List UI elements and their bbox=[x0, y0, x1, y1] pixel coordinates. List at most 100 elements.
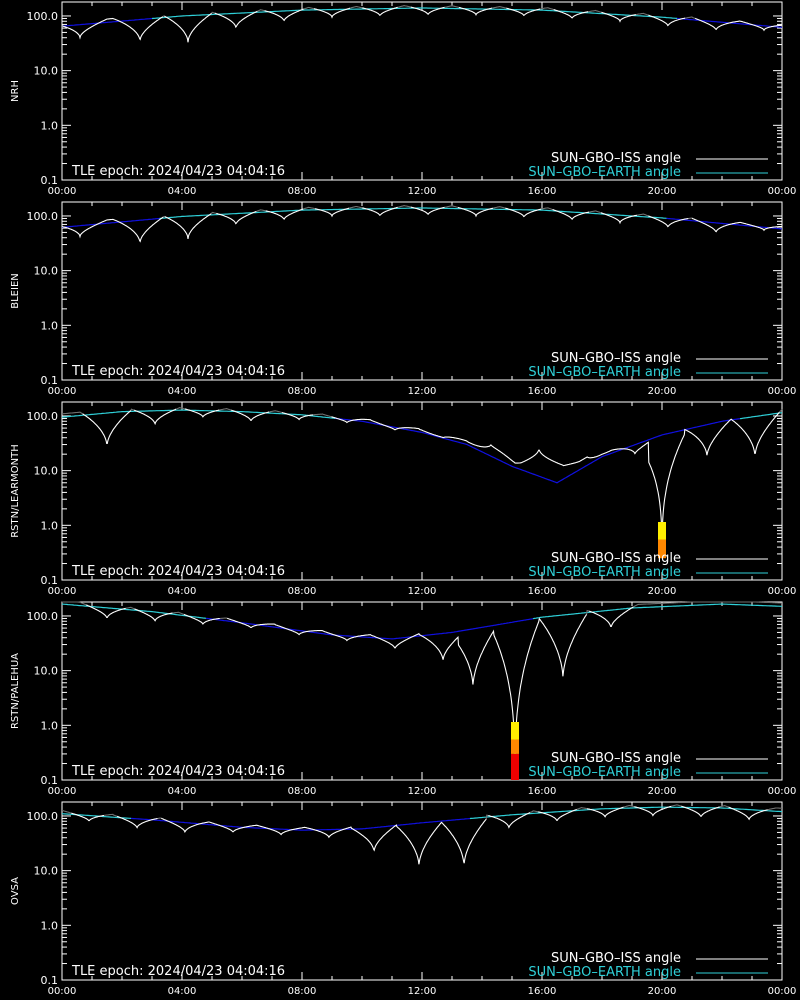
series-iss-angle bbox=[485, 814, 489, 820]
x-tick-label: 16:00 bbox=[528, 386, 557, 397]
x-tick-label: 12:00 bbox=[408, 186, 437, 197]
legend-earth-label: SUN–GBO–EARTH angle bbox=[528, 765, 681, 780]
x-tick-label: 00:00 bbox=[48, 986, 77, 997]
x-tick-label: 00:00 bbox=[48, 386, 77, 397]
series-iss-angle bbox=[82, 410, 132, 444]
series-iss-angle bbox=[576, 807, 588, 810]
x-tick-label: 12:00 bbox=[408, 786, 437, 797]
y-tick-label: 10.0 bbox=[34, 265, 59, 278]
series-iss-angle bbox=[633, 601, 782, 608]
tle-epoch-label: TLE epoch: 2024/04/23 04:04:16 bbox=[71, 364, 285, 379]
series-iss-angle bbox=[172, 611, 185, 615]
y-tick-label: 1.0 bbox=[41, 519, 59, 532]
series-iss-angle bbox=[133, 408, 177, 426]
series-iss-angle bbox=[161, 817, 487, 865]
y-tick-label: 100.0 bbox=[27, 10, 59, 23]
series-earth-angle bbox=[159, 207, 667, 220]
x-tick-label: 00:00 bbox=[768, 186, 797, 197]
series-iss-angle bbox=[728, 806, 768, 821]
x-tick-label: 04:00 bbox=[168, 786, 197, 797]
x-tick-label: 12:00 bbox=[408, 386, 437, 397]
series-iss-angle bbox=[116, 815, 158, 829]
x-tick-label: 20:00 bbox=[648, 986, 677, 997]
y-tick-label: 0.1 bbox=[41, 374, 59, 387]
series-iss-angle bbox=[587, 9, 602, 13]
x-tick-label: 00:00 bbox=[48, 586, 77, 597]
series-iss-angle bbox=[680, 805, 720, 817]
y-tick-label: 10.0 bbox=[34, 465, 59, 478]
series-earth-angle bbox=[61, 217, 160, 228]
series-iss-angle bbox=[410, 206, 445, 215]
x-tick-label: 12:00 bbox=[408, 986, 437, 997]
legend-earth-label: SUN–GBO–EARTH angle bbox=[528, 565, 681, 580]
x-tick-label: 00:00 bbox=[768, 986, 797, 997]
y-tick-label: 1.0 bbox=[41, 919, 59, 932]
y-axis-label: RSTN/LEARMONTH bbox=[10, 444, 21, 538]
x-tick-label: 08:00 bbox=[288, 386, 317, 397]
series-iss-angle bbox=[691, 217, 782, 233]
legend-iss-label: SUN–GBO–ISS angle bbox=[551, 751, 681, 766]
event-bar-red bbox=[511, 753, 519, 780]
series-iss-angle bbox=[491, 6, 507, 9]
series-iss-angle bbox=[648, 14, 686, 27]
series-iss-angle bbox=[648, 215, 689, 228]
series-iss-angle bbox=[492, 206, 506, 209]
x-tick-label: 20:00 bbox=[648, 186, 677, 197]
series-iss-angle bbox=[184, 408, 220, 418]
series-earth-angle bbox=[666, 217, 783, 230]
event-bar-orange bbox=[511, 739, 519, 754]
x-tick-label: 16:00 bbox=[528, 986, 557, 997]
series-earth-angle bbox=[151, 7, 678, 20]
series-iss-angle bbox=[162, 215, 166, 218]
series-iss-angle bbox=[694, 17, 783, 32]
series-iss-angle bbox=[589, 210, 602, 214]
series-iss-angle bbox=[553, 9, 589, 19]
y-tick-label: 100.0 bbox=[27, 810, 59, 823]
x-tick-label: 04:00 bbox=[168, 986, 197, 997]
series-iss-angle bbox=[162, 15, 165, 18]
x-tick-label: 00:00 bbox=[768, 586, 797, 597]
series-iss-angle bbox=[586, 609, 590, 615]
y-tick-label: 0.1 bbox=[41, 574, 59, 587]
series-iss-angle bbox=[397, 205, 411, 208]
series-iss-angle bbox=[125, 606, 135, 610]
y-tick-label: 100.0 bbox=[27, 210, 59, 223]
x-tick-label: 04:00 bbox=[168, 186, 197, 197]
y-tick-label: 10.0 bbox=[34, 665, 59, 678]
series-iss-angle bbox=[214, 10, 258, 29]
legend-earth-label: SUN–GBO–EARTH angle bbox=[528, 965, 681, 980]
chart-panel-1: 0.1 1.0 10.0 100.0 00:00 04:00 08:00 12:00 16:00… bbox=[10, 1, 797, 197]
tle-epoch-label: TLE epoch: 2024/04/23 04:04:16 bbox=[71, 564, 285, 579]
series-earth-angle bbox=[469, 806, 783, 820]
series-iss-angle bbox=[688, 217, 692, 220]
y-tick-label: 100.0 bbox=[27, 410, 59, 423]
x-tick-label: 04:00 bbox=[168, 386, 197, 397]
x-tick-label: 16:00 bbox=[528, 786, 557, 797]
x-tick-label: 00:00 bbox=[48, 786, 77, 797]
x-tick-label: 20:00 bbox=[648, 386, 677, 397]
series-iss-angle bbox=[134, 608, 173, 622]
series-iss-angle bbox=[349, 5, 363, 9]
chart-panel-2: 0.1 1.0 10.0 100.0 00:00 04:00 08:00 12:00 16:00… bbox=[10, 201, 796, 397]
series-iss-angle bbox=[685, 16, 696, 19]
series-iss-angle bbox=[541, 207, 553, 211]
x-tick-label: 20:00 bbox=[648, 586, 677, 597]
series-iss-angle bbox=[331, 411, 780, 534]
series-earth-angle bbox=[61, 17, 153, 27]
series-iss-angle bbox=[264, 8, 304, 22]
y-axis-label: RSTN/PALEHUA bbox=[10, 653, 21, 729]
chart-panel-3: 0.1 1.0 10.0 100.0 00:00 04:00 08:00 12:00 16:00… bbox=[10, 401, 797, 597]
series-iss-angle bbox=[211, 11, 215, 14]
series-iss-angle bbox=[506, 7, 541, 17]
series-iss-angle bbox=[85, 604, 127, 618]
y-tick-label: 1.0 bbox=[41, 119, 59, 132]
series-iss-angle bbox=[538, 808, 578, 821]
series-iss-angle bbox=[269, 410, 283, 414]
legend-iss-label: SUN–GBO–ISS angle bbox=[551, 551, 681, 566]
series-iss-angle bbox=[210, 211, 217, 215]
y-tick-label: 1.0 bbox=[41, 319, 59, 332]
x-tick-label: 08:00 bbox=[288, 786, 317, 797]
y-tick-label: 100.0 bbox=[27, 610, 59, 623]
y-tick-label: 10.0 bbox=[34, 865, 59, 878]
